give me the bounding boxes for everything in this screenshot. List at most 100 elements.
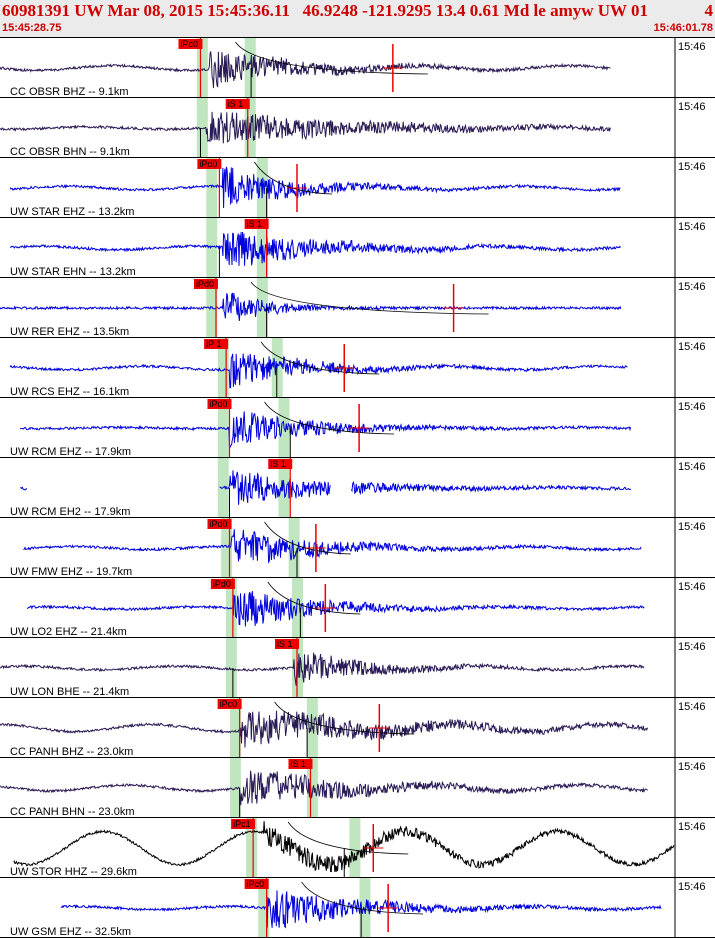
pick-flag-2 — [197, 159, 222, 169]
pick-flag-0 — [178, 39, 203, 49]
window-start-10 — [225, 638, 237, 698]
trace-label-5: UW RCS EHZ -- 16.1km — [10, 386, 129, 398]
waveform-14 — [60, 890, 662, 929]
waveform-7 — [20, 470, 632, 505]
waveform-3 — [10, 231, 621, 266]
window-end-0 — [244, 38, 256, 98]
pick-flag-7 — [268, 459, 293, 469]
trace-label-2: UW STAR EHZ -- 13.2km — [10, 206, 134, 218]
window-end-12 — [306, 758, 318, 818]
window-start-5 — [217, 338, 229, 398]
pick-label-11: iPc0 — [220, 699, 238, 709]
trace-time-3: 15:46 — [678, 221, 706, 233]
pick-flag-4 — [194, 279, 218, 289]
pick-flag-11 — [217, 699, 242, 709]
travel-curve-6 — [264, 401, 395, 435]
pick-label-7: iS 1 — [270, 459, 286, 469]
window-end-9 — [292, 578, 303, 638]
pick-label-6: iPd0 — [210, 399, 228, 409]
waveform-12 — [0, 770, 648, 806]
trace-time-11: 15:46 — [678, 701, 706, 713]
pick-flag-1 — [225, 99, 250, 109]
pick-label-4: iPd0 — [196, 279, 214, 289]
end-time: 15:46:01.78 — [653, 22, 713, 34]
trace-label-7: UW RCM EH2 -- 17.9km — [10, 506, 130, 518]
window-start-4 — [206, 278, 218, 338]
travel-curve-13 — [287, 821, 409, 855]
pick-label-1: iS 1 — [228, 99, 244, 109]
travel-curve-8 — [264, 521, 351, 555]
trace-label-14: UW GSM EHZ -- 32.5km — [10, 926, 131, 938]
pick-flag-12 — [288, 759, 313, 769]
event-title: 60981391 UW Mar 08, 2015 15:45:36.11 46.… — [2, 1, 648, 20]
pick-label-12: iS 1 — [291, 759, 307, 769]
waveform-8 — [23, 529, 642, 564]
seismogram-plot: iPc0 CC OBSR BHZ -- 9.1km 15:46 iS 1 CC OBSR… — [0, 38, 715, 938]
pick-label-3: iS 1 — [247, 219, 263, 229]
window-start-3 — [206, 218, 218, 278]
trace-label-6: UW RCM EHZ -- 17.9km — [10, 446, 131, 458]
trace-time-2: 15:46 — [678, 161, 706, 173]
trace-label-0: CC OBSR BHZ -- 9.1km — [10, 86, 129, 98]
trace-label-4: UW RER EHZ -- 13.5km — [10, 326, 129, 338]
trace-time-13: 15:46 — [678, 821, 706, 833]
trace-label-10: UW LON BHE -- 21.4km — [10, 686, 129, 698]
window-end-13 — [349, 818, 361, 878]
travel-curve-14 — [301, 881, 424, 915]
trace-label-8: UW FMW EHZ -- 19.7km — [10, 566, 132, 578]
trace-time-5: 15:46 — [678, 341, 706, 353]
waveform-9 — [26, 590, 645, 627]
pick-label-5: iP 1 — [206, 339, 221, 349]
window-start-0 — [196, 38, 208, 98]
pick-label-0: iPc0 — [180, 39, 198, 49]
pick-flag-5 — [204, 339, 229, 349]
waveform-5 — [9, 353, 628, 389]
window-end-14 — [359, 878, 371, 938]
waveform-11 — [0, 710, 648, 748]
pick-flag-8 — [207, 519, 232, 529]
trace-time-12: 15:46 — [678, 761, 706, 773]
trace-label-1: CC OBSR BHN -- 9.1km — [10, 146, 130, 158]
trace-time-8: 15:46 — [678, 521, 706, 533]
pick-label-9: iPd0 — [213, 579, 231, 589]
trace-time-1: 15:46 — [678, 101, 706, 113]
travel-curve-2 — [254, 161, 333, 195]
window-end-4 — [256, 278, 268, 338]
pick-flag-3 — [244, 219, 269, 229]
trace-label-13: UW STOR HHZ -- 29.6km — [10, 866, 137, 878]
travel-curve-9 — [267, 581, 361, 615]
trace-time-4: 15:46 — [678, 281, 706, 293]
trace-time-9: 15:46 — [678, 581, 706, 593]
waveform-1 — [0, 111, 611, 144]
window-end-8 — [288, 518, 300, 578]
pick-flag-10 — [275, 639, 299, 649]
waveform-10 — [0, 652, 645, 686]
waveform-6 — [19, 411, 632, 448]
pick-label-13: iPc1 — [233, 819, 251, 829]
waveform-2 — [9, 166, 621, 209]
trace-label-3: UW STAR EHN -- 13.2km — [10, 266, 136, 278]
travel-curve-5 — [260, 341, 380, 375]
page-number: 4 — [704, 1, 714, 20]
trace-label-12: CC PANH BHN -- 23.0km — [10, 806, 134, 818]
pick-label-2: iPd0 — [199, 159, 217, 169]
start-time: 15:45:28.75 — [2, 22, 62, 34]
window-start-11 — [229, 698, 241, 758]
window-start-1 — [196, 98, 208, 158]
pick-flag-6 — [207, 399, 232, 409]
pick-flag-13 — [231, 819, 256, 829]
waveform-4 — [0, 292, 622, 321]
pick-label-14: iPc0 — [247, 879, 265, 889]
trace-time-6: 15:46 — [678, 401, 706, 413]
trace-time-14: 15:46 — [678, 881, 706, 893]
trace-time-10: 15:46 — [678, 641, 706, 653]
header-bar: 60981391 UW Mar 08, 2015 15:45:36.11 46.… — [0, 0, 715, 38]
trace-time-0: 15:46 — [678, 41, 706, 53]
travel-curve-0 — [235, 41, 428, 75]
pick-flag-9 — [210, 579, 235, 589]
pick-label-8: iPd0 — [210, 519, 228, 529]
trace-time-7: 15:46 — [678, 461, 706, 473]
travel-curve-4 — [250, 281, 489, 315]
pick-flag-14 — [244, 879, 269, 889]
trace-label-11: CC PANH BHZ -- 23.0km — [10, 746, 133, 758]
